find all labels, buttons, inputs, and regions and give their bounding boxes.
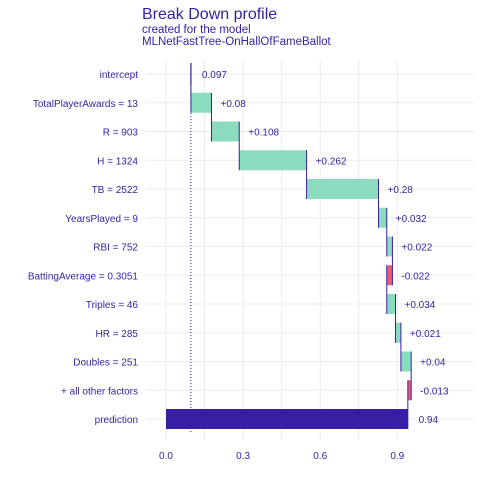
bar-contribution[interactable] xyxy=(190,92,212,113)
y-axis-label: prediction xyxy=(95,415,138,426)
x-tick-label: 0.9 xyxy=(390,451,404,462)
y-axis-label: TB = 2522 xyxy=(92,185,139,196)
x-tick-label: 0.6 xyxy=(313,451,327,462)
bar-prediction[interactable] xyxy=(166,409,408,429)
y-axis-label: HR = 285 xyxy=(95,329,138,340)
y-axis-label: BattingAverage = 0.3051 xyxy=(28,271,139,282)
bar-contribution[interactable] xyxy=(386,294,396,314)
value-label: +0.032 xyxy=(396,214,427,225)
value-label: +0.08 xyxy=(220,99,246,110)
chart-title: Break Down profile xyxy=(142,6,278,23)
y-axis-label: TotalPlayerAwards = 13 xyxy=(33,99,139,110)
y-axis-label: H = 1324 xyxy=(97,156,138,167)
y-axis-label: + all other factors xyxy=(61,386,138,397)
x-tick-label: 0.0 xyxy=(159,451,173,462)
value-label: +0.108 xyxy=(248,128,279,139)
bar-contribution[interactable] xyxy=(386,265,393,286)
value-label: +0.28 xyxy=(388,185,414,196)
value-label-intercept: 0.097 xyxy=(202,70,227,81)
x-tick-label: 0.3 xyxy=(236,451,250,462)
value-label: +0.04 xyxy=(420,358,446,369)
bar-contribution[interactable] xyxy=(211,121,240,142)
value-label: -0.022 xyxy=(401,271,430,282)
value-label: +0.262 xyxy=(316,156,347,167)
y-axis-label: YearsPlayed = 9 xyxy=(65,214,138,225)
y-axis-label: R = 903 xyxy=(103,128,139,139)
bar-contribution[interactable] xyxy=(378,207,387,228)
value-label: +0.022 xyxy=(401,243,432,254)
bar-contribution[interactable] xyxy=(395,322,401,343)
y-axis-label: Triples = 46 xyxy=(86,300,139,311)
bar-contribution[interactable] xyxy=(407,380,412,401)
y-axis-label: intercept xyxy=(100,70,139,81)
chart-subtitle-line-2: MLNetFastTree-OnHallOfFameBallot xyxy=(142,36,331,48)
bar-contribution[interactable] xyxy=(386,236,393,257)
bar-contribution[interactable] xyxy=(306,179,379,199)
y-axis-label: Doubles = 251 xyxy=(73,358,138,369)
value-label: -0.013 xyxy=(420,386,449,397)
y-axis-label: RBI = 752 xyxy=(93,243,138,254)
chart-titles: Break Down profile created for the model… xyxy=(142,6,331,48)
chart-subtitle-line-1: created for the model xyxy=(142,24,251,36)
value-label-prediction: 0.94 xyxy=(419,415,439,426)
bar-contribution[interactable] xyxy=(239,150,307,171)
value-label: +0.034 xyxy=(405,300,436,311)
bar-contribution[interactable] xyxy=(400,351,412,372)
value-label: +0.021 xyxy=(410,329,441,340)
